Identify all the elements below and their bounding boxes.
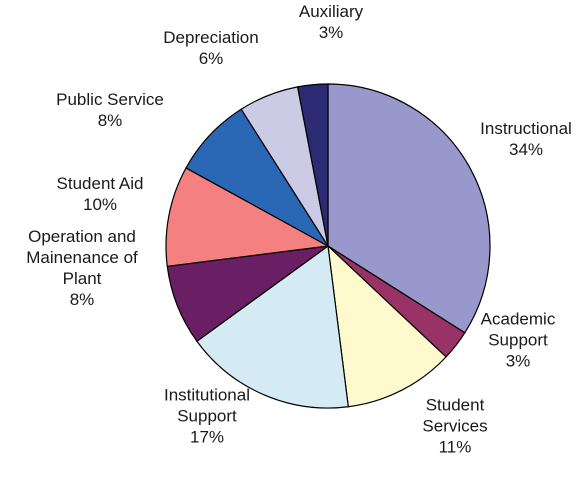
slice-name-line: Support (177, 406, 237, 425)
pie-slices (165, 83, 491, 409)
slice-label-1: Instructional 34% (480, 119, 572, 159)
pie-slice-6 (165, 167, 330, 267)
slice-name-line: Auxiliary (299, 2, 364, 21)
slice-name-line: Operation and (28, 227, 136, 246)
slice-label-3: Student Services 11% (422, 395, 487, 456)
slice-percent: 11% (439, 437, 472, 456)
slice-label-9: Auxiliary 3% (299, 2, 364, 42)
slice-percent: 6% (199, 49, 224, 68)
slice-percent: 34% (509, 140, 543, 159)
slice-name-line: Institutional (164, 385, 250, 404)
slice-percent: 3% (506, 351, 531, 370)
slice-percent: 8% (98, 111, 123, 130)
slice-percent: 10% (83, 195, 117, 214)
slice-percent: 3% (319, 23, 344, 42)
pie-slice-9 (296, 83, 329, 247)
slice-label-6: Student Aid 10% (57, 174, 144, 214)
slice-percent: 17% (190, 427, 224, 446)
slice-name-line: Support (488, 330, 548, 349)
slice-label-8: Depreciation 6% (163, 28, 258, 68)
pie-labels: Instructional 34% Academic Support 3% Student… (26, 2, 572, 457)
pie-slice-3 (327, 244, 447, 408)
slice-label-5: Operation and Mainenance of Plant 8% (26, 227, 138, 309)
slice-name-line: Public Service (56, 90, 164, 109)
slice-name-line: Academic (481, 309, 556, 328)
slice-label-4: Institutional Support 17% (164, 385, 250, 446)
pie-slice-4 (196, 244, 349, 409)
slice-percent: 8% (70, 290, 95, 309)
slice-name-line: Instructional (480, 119, 572, 138)
slice-name-line: Mainenance of (26, 248, 138, 267)
slice-name-line: Student Aid (57, 174, 144, 193)
slice-name-line: Services (422, 416, 487, 435)
slice-label-7: Public Service 8% (56, 90, 164, 130)
slice-name-line: Plant (63, 269, 102, 288)
slice-label-2: Academic Support 3% (481, 309, 556, 370)
slice-name-line: Depreciation (163, 28, 258, 47)
slice-name-line: Student (426, 395, 485, 414)
pie-slice-1 (327, 83, 491, 334)
